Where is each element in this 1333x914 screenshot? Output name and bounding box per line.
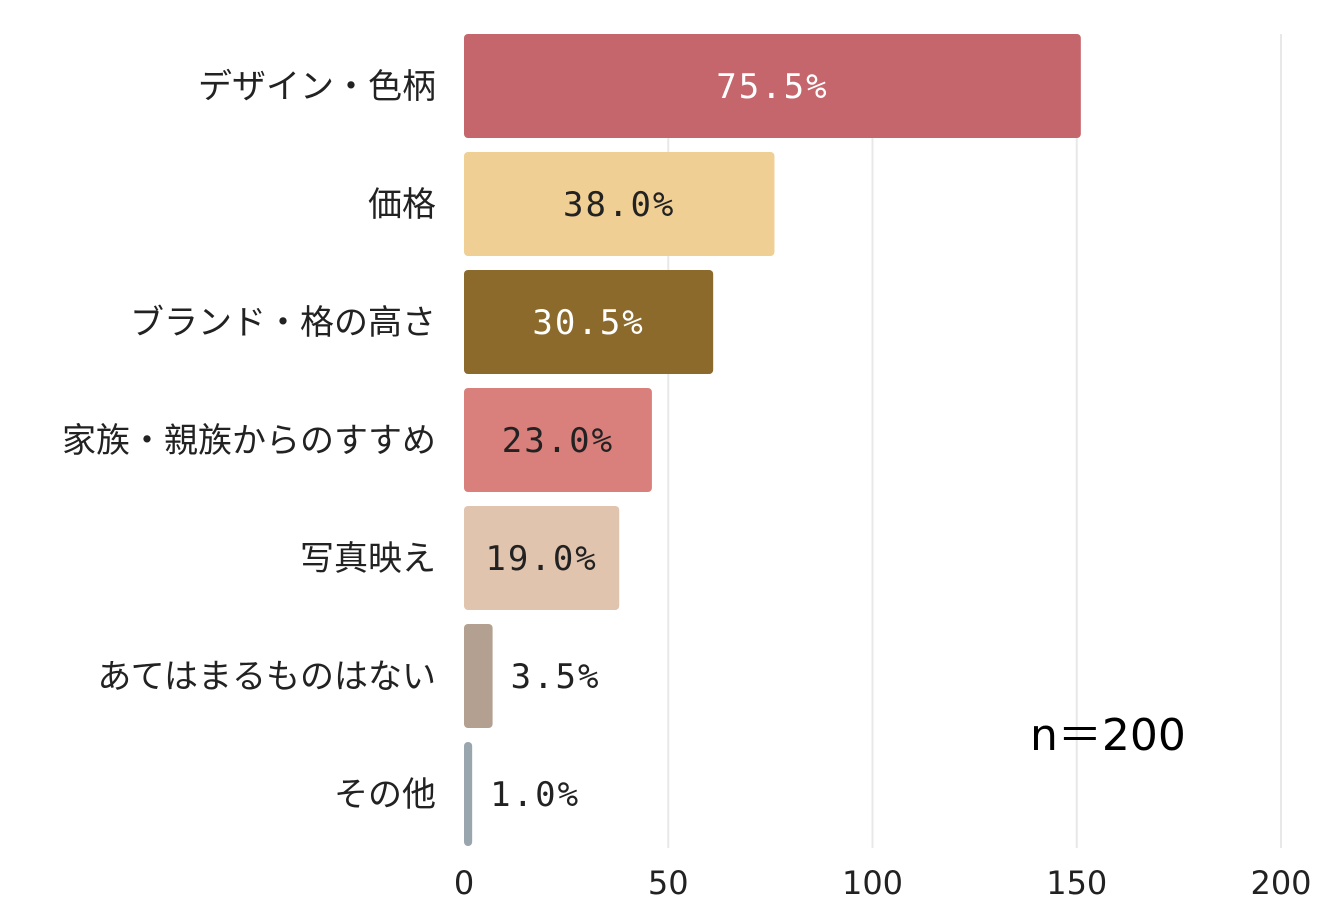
sample-size-note: n＝200 — [1030, 710, 1186, 761]
x-tick-label: 50 — [648, 864, 689, 902]
data-labels: 75.5% 38.0% 30.5% 23.0% 19.0% 3.5% 1.0% — [485, 67, 828, 815]
data-label: 38.0% — [563, 185, 675, 225]
category-label: ブランド・格の高さ — [130, 303, 436, 343]
data-label: 30.5% — [532, 303, 644, 343]
x-tick-label: 100 — [842, 864, 903, 902]
bar — [464, 506, 620, 610]
category-label: デザイン・色柄 — [198, 67, 436, 107]
category-labels: デザイン・色柄価格ブランド・格の高さ家族・親族からのすすめ写真映えあてはまるもの… — [62, 67, 436, 815]
data-label: 23.0% — [502, 421, 614, 461]
grid-lines — [667, 34, 1282, 848]
data-label: 3.5% — [511, 657, 601, 697]
bar — [464, 742, 473, 846]
x-tick-label: 0 — [454, 864, 474, 902]
data-label: 1.0% — [490, 775, 580, 815]
x-tick-label: 200 — [1250, 864, 1311, 902]
x-tick-label: 150 — [1046, 864, 1107, 902]
category-label: その他 — [334, 775, 436, 815]
x-axis-ticks: 0 50 100 150 200 — [454, 864, 1312, 902]
bar — [464, 34, 1081, 138]
data-label: 75.5% — [716, 67, 828, 107]
bar — [464, 270, 714, 374]
category-label: 家族・親族からのすすめ — [62, 421, 436, 461]
bar — [464, 152, 775, 256]
category-label: あてはまるものはない — [97, 657, 436, 697]
data-label: 19.0% — [485, 539, 597, 579]
bar — [464, 624, 493, 728]
category-label: 写真映え — [300, 539, 436, 579]
category-label: 価格 — [368, 185, 436, 225]
bar — [464, 388, 652, 492]
bars — [464, 34, 1081, 846]
